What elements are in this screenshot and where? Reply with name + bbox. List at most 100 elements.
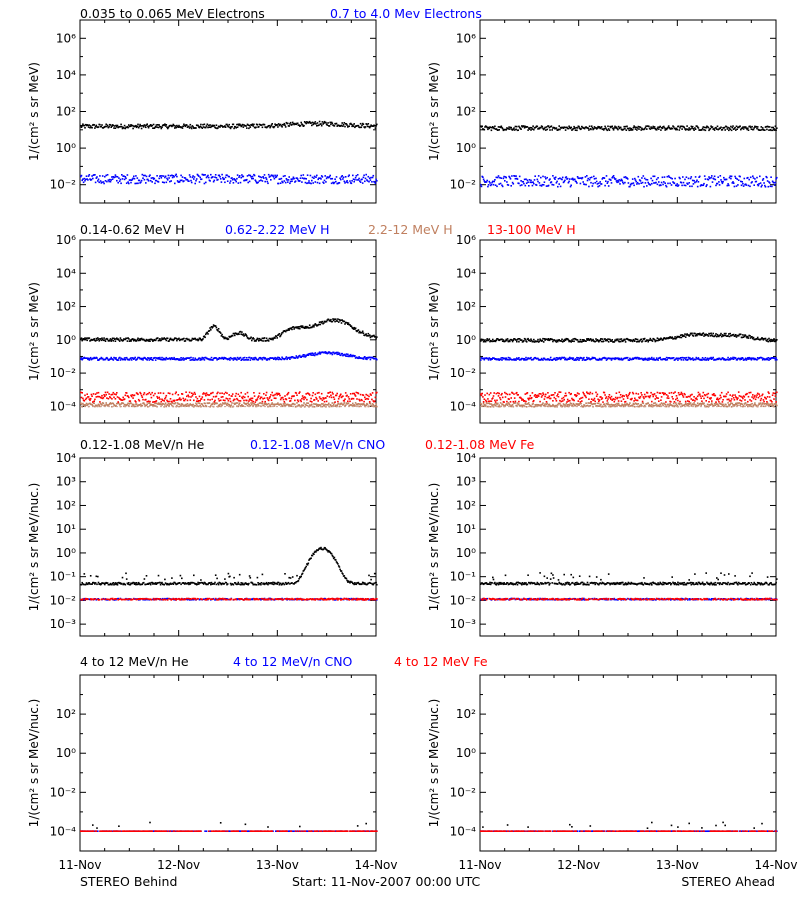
series-protons-ahead-2 <box>480 402 778 408</box>
y-tick-label: 10⁻² <box>50 593 77 607</box>
y-tick-label: 10⁻² <box>450 785 477 799</box>
panel-electrons-behind: 10⁻² 10⁰ 10² 10⁴ 10⁶ 1/(cm² s sr MeV) <box>27 19 378 204</box>
y-tick-label: 10⁻³ <box>50 617 77 631</box>
panel-heavy-high-ahead: 10⁻⁴ 10⁻² 10⁰ 10² 11-Nov 12-Nov 13-Nov 14-Nov 1/… <box>427 674 798 872</box>
y-tick-label: 10⁴ <box>56 451 76 465</box>
footer-stereo-ahead: STEREO Ahead <box>681 874 775 889</box>
y-tick-label: 10⁰ <box>456 333 476 347</box>
y-tick-label: 10² <box>56 707 76 721</box>
y-tick-label: 10⁴ <box>56 266 76 280</box>
series-heavy-high-ahead-0 <box>482 821 763 829</box>
series-heavy-low-behind-2 <box>80 597 378 601</box>
panel-heavy-low-behind: 10⁻³ 10⁻² 10⁻¹ 10⁰ 10¹ 10² 10³ 10⁴ 1/(cm² s sr M… <box>27 451 378 637</box>
y-tick-label: 10² <box>456 300 476 314</box>
plot-frame <box>479 457 777 637</box>
y-tick-label: 10⁰ <box>456 546 476 560</box>
series-heavy-high-behind-2 <box>80 830 378 832</box>
y-tick-label: 10⁻³ <box>450 617 477 631</box>
x-tick-label: 12-Nov <box>557 858 600 872</box>
y-tick-label: 10⁰ <box>56 546 76 560</box>
y-tick-label: 10² <box>56 300 76 314</box>
y-axis-label: 1/(cm² s sr MeV) <box>27 282 41 381</box>
panel-electrons-ahead: 10⁻² 10⁰ 10² 10⁴ 10⁶ 1/(cm² s sr MeV) <box>427 19 778 204</box>
panel-heavy-low-ahead: 10⁻³ 10⁻² 10⁻¹ 10⁰ 10¹ 10² 10³ 10⁴ 1/(cm² s sr M… <box>427 451 778 637</box>
series-protons-ahead-0 <box>480 332 778 343</box>
y-tick-label: 10³ <box>456 475 476 489</box>
series-electrons-behind-1 <box>80 173 378 185</box>
legend-electrons-0: 0.035 to 0.065 MeV Electrons <box>80 6 265 21</box>
y-tick-label: 10⁴ <box>456 451 476 465</box>
y-tick-label: 10² <box>456 707 476 721</box>
series-protons-behind-0 <box>80 318 378 342</box>
y-tick-label: 10⁻² <box>450 178 477 192</box>
y-axis-label: 1/(cm² s sr MeV) <box>427 282 441 381</box>
y-tick-label: 10⁻¹ <box>50 570 77 584</box>
x-tick-label: 13-Nov <box>656 858 699 872</box>
y-tick-label: 10² <box>56 105 76 119</box>
legend-electrons-1: 0.7 to 4.0 Mev Electrons <box>330 6 482 21</box>
series-protons-behind-2 <box>80 402 378 408</box>
y-tick-label: 10⁰ <box>56 141 76 155</box>
y-tick-label: 10⁻⁴ <box>450 399 477 413</box>
y-tick-label: 10² <box>456 105 476 119</box>
series-heavy-high-ahead-2 <box>480 830 777 832</box>
legend-protons-1: 0.62-2.22 MeV H <box>225 222 330 237</box>
legend-protons-2: 2.2-12 MeV H <box>368 222 453 237</box>
y-axis-label: 1/(cm² s sr MeV/nuc.) <box>27 483 41 612</box>
series-protons-behind-3 <box>80 391 378 403</box>
legend-heavy-high-0: 4 to 12 MeV/n He <box>80 654 189 669</box>
legend-heavy-high-2: 4 to 12 MeV Fe <box>394 654 488 669</box>
series-electrons-behind-0 <box>80 120 378 130</box>
x-tick-label: 14-Nov <box>754 858 797 872</box>
y-tick-label: 10³ <box>56 475 76 489</box>
y-tick-label: 10⁻⁴ <box>50 399 77 413</box>
y-tick-label: 10⁻⁴ <box>450 824 477 838</box>
y-tick-label: 10⁻⁴ <box>50 824 77 838</box>
plot-frame <box>79 674 377 852</box>
panel-protons-behind: 10⁻⁴ 10⁻² 10⁰ 10² 10⁴ 10⁶ 1/(cm² s sr MeV) <box>27 233 378 424</box>
series-protons-ahead-3 <box>480 391 778 403</box>
panel-heavy-high-behind: 10⁻⁴ 10⁻² 10⁰ 10² 11-Nov 12-Nov 13-Nov 14-Nov 1/… <box>27 674 398 872</box>
series-heavy-low-behind-0 <box>80 546 378 586</box>
y-axis-label: 1/(cm² s sr MeV) <box>27 62 41 161</box>
y-tick-label: 10⁶ <box>56 31 76 45</box>
x-tick-label: 12-Nov <box>157 858 200 872</box>
legend-heavy-low-0: 0.12-1.08 MeV/n He <box>80 437 205 452</box>
y-tick-label: 10⁰ <box>456 141 476 155</box>
y-tick-label: 10⁰ <box>56 746 76 760</box>
series-heavy-low-ahead-0 <box>480 572 778 586</box>
series-heavy-low-ahead-2 <box>480 597 778 601</box>
y-tick-label: 10⁻¹ <box>450 570 477 584</box>
legend-heavy-high-1: 4 to 12 MeV/n CNO <box>233 654 353 669</box>
y-tick-label: 10⁰ <box>456 746 476 760</box>
series-protons-ahead-1 <box>480 356 778 361</box>
y-tick-label: 10⁴ <box>456 266 476 280</box>
series-heavy-high-behind-0 <box>92 821 367 829</box>
y-tick-label: 10⁴ <box>56 68 76 82</box>
y-axis-label: 1/(cm² s sr MeV/nuc.) <box>427 483 441 612</box>
y-tick-label: 10⁻² <box>50 366 77 380</box>
y-tick-label: 10⁶ <box>56 233 76 247</box>
legend-heavy-low-2: 0.12-1.08 MeV Fe <box>425 437 535 452</box>
y-tick-label: 10² <box>56 498 76 512</box>
y-tick-label: 10¹ <box>456 522 476 536</box>
y-tick-label: 10⁻² <box>50 178 77 192</box>
x-tick-label: 11-Nov <box>58 858 101 872</box>
series-electrons-ahead-0 <box>480 125 778 132</box>
plot-frame <box>479 674 777 852</box>
x-tick-label: 11-Nov <box>458 858 501 872</box>
plot-frame <box>79 457 377 637</box>
y-axis-label: 1/(cm² s sr MeV/nuc.) <box>27 699 41 828</box>
x-tick-label: 14-Nov <box>354 858 397 872</box>
y-tick-label: 10⁶ <box>456 31 476 45</box>
y-tick-label: 10⁻² <box>450 366 477 380</box>
y-axis-label: 1/(cm² s sr MeV) <box>427 62 441 161</box>
y-tick-label: 10¹ <box>56 522 76 536</box>
y-tick-label: 10⁴ <box>456 68 476 82</box>
panel-protons-ahead: 10⁻⁴ 10⁻² 10⁰ 10² 10⁴ 10⁶ 1/(cm² s sr MeV) <box>427 233 778 424</box>
y-tick-label: 10² <box>456 498 476 512</box>
legend-protons-3: 13-100 MeV H <box>487 222 576 237</box>
y-tick-label: 10⁻² <box>50 785 77 799</box>
y-tick-label: 10⁻² <box>450 593 477 607</box>
footer-stereo-behind: STEREO Behind <box>80 874 177 889</box>
